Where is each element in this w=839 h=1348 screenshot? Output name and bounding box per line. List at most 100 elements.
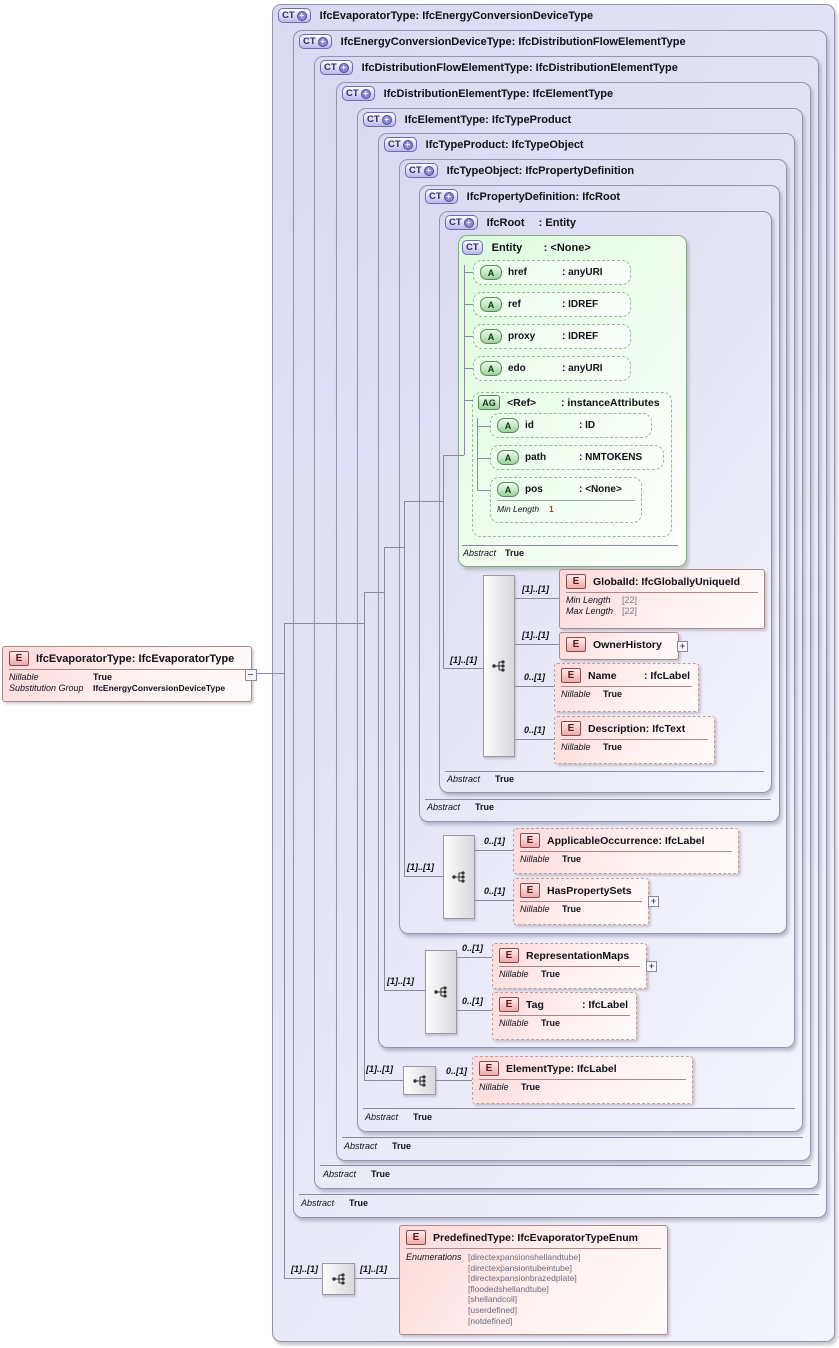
divider bbox=[520, 851, 732, 852]
divider bbox=[9, 669, 245, 670]
connector-line bbox=[464, 400, 473, 401]
expand-icon[interactable]: + bbox=[646, 961, 657, 972]
element-box-haspropertysets: E HasPropertySets Nillable True bbox=[513, 878, 649, 925]
property-row: Nillable True bbox=[9, 672, 113, 682]
entity-abstract-footer: Abstract True bbox=[463, 548, 525, 558]
divider bbox=[299, 1194, 819, 1195]
connector-line bbox=[473, 850, 513, 851]
abstract-footer: Abstract True bbox=[344, 1141, 412, 1151]
cardinality-label: 0..[1] bbox=[524, 725, 546, 735]
cardinality-label: 0..[1] bbox=[484, 836, 506, 846]
element-badge: E bbox=[566, 637, 586, 652]
element-box-representationmaps: E RepresentationMaps Nillable True bbox=[492, 943, 647, 989]
complextype-badge[interactable]: CT + bbox=[384, 137, 417, 152]
property-row: Nillable True bbox=[499, 1018, 561, 1028]
enum-value: [userdefined] bbox=[468, 1304, 518, 1315]
divider bbox=[561, 686, 692, 687]
attribute-href: A hrefanyURI bbox=[473, 260, 631, 285]
connector-line bbox=[404, 501, 405, 876]
attribute-badge: A bbox=[480, 297, 502, 312]
property-row: Nillable True bbox=[479, 1082, 541, 1092]
connector-line bbox=[443, 455, 444, 668]
expand-icon[interactable]: + bbox=[677, 641, 688, 652]
property-row: Nillable True bbox=[520, 854, 582, 864]
element-badge: E bbox=[406, 1230, 426, 1245]
element-box-ownerhistory: E OwnerHistory bbox=[559, 632, 679, 660]
expand-icon[interactable]: + bbox=[648, 896, 659, 907]
complextype-badge[interactable]: CT + bbox=[299, 34, 332, 49]
connector-line bbox=[513, 644, 559, 645]
collapse-toggle[interactable] bbox=[245, 669, 257, 681]
plus-icon: + bbox=[338, 62, 349, 73]
plus-icon: + bbox=[317, 36, 328, 47]
complextype-badge[interactable]: CT + bbox=[445, 215, 478, 230]
attribute-badge: A bbox=[480, 329, 502, 344]
header-ifcdistributionelementtype: CT+ IfcDistributionElementTypeIfcElement… bbox=[342, 86, 613, 101]
property-row: Nillable True bbox=[561, 689, 623, 699]
complextype-badge[interactable]: CT + bbox=[425, 189, 458, 204]
abstract-footer: Abstract True bbox=[365, 1112, 433, 1122]
connector-line bbox=[443, 668, 483, 669]
sequence-glyph bbox=[492, 660, 505, 672]
connector-line bbox=[477, 426, 490, 427]
element-badge: E bbox=[520, 833, 540, 848]
enum-value: [directexpansionshellandtube] bbox=[468, 1252, 581, 1262]
cardinality-label: [1]..[1] bbox=[407, 862, 434, 872]
abstract-footer: Abstract True bbox=[427, 802, 495, 812]
property-row: Nillable True bbox=[561, 742, 623, 752]
connector-line bbox=[404, 501, 443, 502]
connector-line bbox=[513, 739, 554, 740]
complextype-badge[interactable]: CT + bbox=[342, 86, 375, 101]
divider bbox=[499, 966, 640, 967]
connector-line bbox=[384, 547, 404, 548]
complextype-badge[interactable]: CT + bbox=[363, 112, 396, 127]
enum-value: [directexpansionbrazedplate] bbox=[468, 1273, 577, 1284]
attribute-proxy: A proxyIDREF bbox=[473, 324, 631, 349]
connector-line bbox=[477, 490, 490, 491]
constraint-minlength: Min Length 1 bbox=[497, 504, 554, 514]
attribute-badge: A bbox=[497, 450, 519, 465]
element-badge: E bbox=[479, 1061, 499, 1076]
cardinality-label: [1]..[1] bbox=[450, 655, 477, 665]
connector-line bbox=[364, 592, 384, 593]
divider bbox=[406, 1248, 661, 1249]
divider bbox=[462, 545, 678, 546]
connector-line bbox=[464, 272, 473, 273]
header-ifcroot: CT+ IfcRootEntity bbox=[445, 215, 576, 230]
attributegroup-badge: AG bbox=[478, 395, 500, 410]
sequence-glyph bbox=[412, 1074, 426, 1087]
cardinality-label: [1]..[1] bbox=[522, 630, 549, 640]
abstract-footer: Abstract True bbox=[301, 1198, 369, 1208]
complextype-badge[interactable]: CT + bbox=[405, 163, 438, 178]
connector-line bbox=[455, 1010, 492, 1011]
attribute-badge: A bbox=[480, 361, 502, 376]
connector-line bbox=[384, 547, 385, 990]
element-box-globalid: E GlobalIdIfcGloballyUniqueId Min Length… bbox=[559, 569, 765, 629]
attribute-pos: A pos<None> Min Length 1 bbox=[490, 477, 642, 523]
complextype-badge: CT bbox=[462, 240, 483, 255]
connector-line bbox=[513, 598, 559, 599]
cardinality-label: [1]..[1] bbox=[522, 584, 549, 594]
sequence-icon bbox=[403, 1066, 436, 1095]
divider bbox=[566, 592, 758, 593]
connector-line bbox=[364, 1080, 403, 1081]
element-badge: E bbox=[566, 574, 586, 589]
complextype-badge[interactable]: CT + bbox=[278, 8, 311, 23]
connector-line bbox=[384, 990, 425, 991]
divider bbox=[561, 739, 708, 740]
header-ifcpropertydefinition: CT+ IfcPropertyDefinitionIfcRoot bbox=[425, 189, 620, 204]
complextype-badge[interactable]: CT + bbox=[320, 60, 353, 75]
plus-icon: + bbox=[296, 10, 307, 21]
attribute-id: A idID bbox=[490, 413, 652, 438]
divider bbox=[342, 1137, 803, 1138]
cardinality-label: 0..[1] bbox=[524, 672, 546, 682]
element-box-ifcevaporatortype: E IfcEvaporatorTypeIfcEvaporatorType Nil… bbox=[2, 646, 252, 702]
connector-line bbox=[464, 304, 473, 305]
header-ifcdistributionflowelementtype: CT+ IfcDistributionFlowElementTypeIfcDis… bbox=[320, 60, 678, 75]
header-attribute-group: AG <Ref>instanceAttributes bbox=[478, 395, 660, 410]
connector-line bbox=[434, 1080, 472, 1081]
